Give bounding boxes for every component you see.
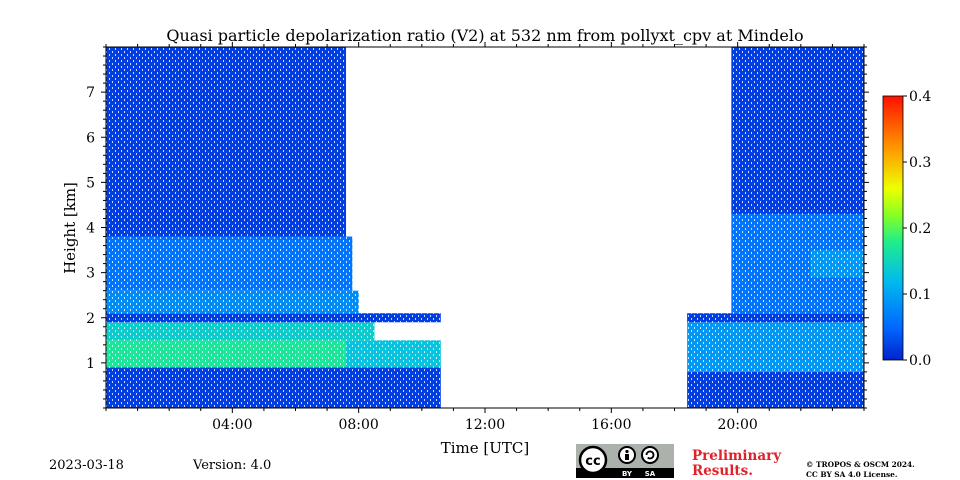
heatmap-layer-noise-2: [346, 340, 441, 368]
heatmap-layer-noise-12: [810, 250, 864, 278]
y-tick-label: 2: [86, 311, 95, 327]
x-tick-label: 04:00: [212, 417, 252, 433]
footer-date: 2023-03-18: [49, 458, 124, 473]
heatmap-layer-noise-5: [106, 290, 359, 314]
y-tick-label: 3: [86, 266, 95, 282]
colorbar-tick-label: 0.0: [909, 353, 931, 369]
x-tick-label: 12:00: [465, 417, 505, 433]
colorbar-gradient: [882, 95, 904, 361]
heatmap-layer-noise-10: [687, 313, 864, 323]
cc-text: cc: [585, 454, 600, 469]
colorbar-tick-label: 0.2: [909, 221, 931, 237]
heatmap-layer-noise-7: [106, 47, 347, 237]
preliminary-line2: Results.: [692, 463, 753, 479]
y-tick-label: 5: [86, 175, 95, 191]
footer-version: Version: 4.0: [193, 458, 272, 473]
y-tick-label: 6: [86, 130, 95, 146]
x-axis-label: Time [UTC]: [441, 439, 530, 457]
colorbar-tick-label: 0.3: [909, 155, 931, 171]
sa-label: SA: [645, 470, 656, 478]
heatmap-layer-noise-9: [687, 322, 864, 372]
preliminary-results: Preliminary Results.: [692, 449, 781, 479]
y-tick-label: 7: [86, 85, 95, 101]
copyright-notice: © TROPOS & OSCM 2024. CC BY SA 4.0 Licen…: [806, 460, 915, 480]
heatmap-layer-noise-6: [106, 236, 353, 291]
heatmap-layer-noise-3: [106, 322, 375, 341]
x-axis: 04:00 08:00 12:00 16:00 20:00: [105, 42, 865, 433]
y-tick-label: 1: [86, 356, 95, 372]
heatmap-layer-noise-13: [731, 47, 864, 214]
heatmap-layer-noise-4: [106, 313, 441, 323]
colorbar: [882, 95, 904, 361]
heatmap-layer-noise-8: [687, 371, 864, 408]
heatmap-layer-noise-0: [106, 367, 441, 408]
copyright-line1: © TROPOS & OSCM 2024.: [806, 460, 915, 469]
sa-share-icon: [641, 446, 659, 464]
colorbar-ticks: 0.0 0.1 0.2 0.3 0.4: [903, 89, 931, 369]
colorbar-tick-label: 0.1: [909, 287, 931, 303]
heatmap-layers: [106, 47, 864, 408]
x-tick-label: 08:00: [338, 417, 378, 433]
copyright-line2: CC BY SA 4.0 License.: [806, 470, 898, 479]
by-label: BY: [622, 470, 633, 478]
heatmap-layer-noise-1: [106, 340, 347, 368]
y-axis: 1 2 3 4 5 6 7: [86, 46, 869, 409]
cc-license-badge: cc BY SA: [576, 444, 674, 478]
preliminary-line1: Preliminary: [692, 448, 782, 464]
y-tick-label: 4: [86, 221, 95, 237]
x-tick-label: 16:00: [591, 417, 631, 433]
cc-icon: [578, 445, 608, 475]
x-tick-label: 20:00: [717, 417, 757, 433]
colorbar-tick-label: 0.4: [909, 89, 931, 105]
y-axis-label: Height [km]: [61, 182, 79, 274]
chart-title: Quasi particle depolarization ratio (V2)…: [166, 26, 804, 45]
